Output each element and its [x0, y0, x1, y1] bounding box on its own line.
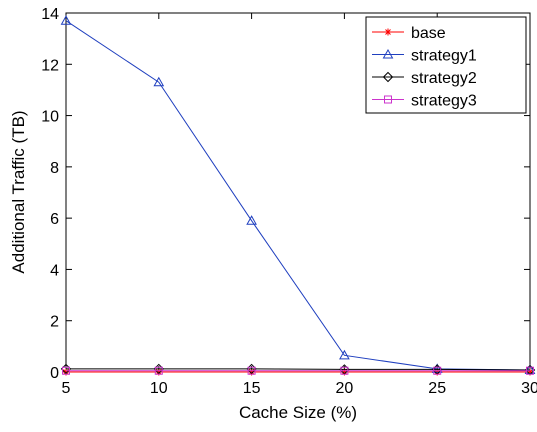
series-group	[60, 15, 536, 376]
x-tick-label: 5	[62, 380, 71, 397]
axis-ticks: 5 10 15 20 25 30 0 2 4 6 8 10 12 14	[41, 6, 537, 397]
legend-box	[365, 16, 527, 114]
data-point	[339, 349, 350, 360]
y-axis-label: Additional Traffic (TB)	[9, 110, 28, 273]
y-tick-label: 6	[50, 211, 59, 228]
data-point	[340, 368, 348, 376]
x-tick-label: 10	[150, 380, 168, 397]
x-tick-label: 20	[336, 380, 354, 397]
data-point	[247, 366, 256, 375]
y-tick-label: 2	[50, 314, 59, 331]
data-point	[340, 366, 349, 375]
data-point	[433, 366, 442, 375]
y-tick-label: 14	[41, 6, 59, 23]
series-base	[62, 368, 534, 376]
legend-label: strategy1	[411, 48, 477, 65]
y-tick-label: 0	[50, 365, 59, 382]
data-point	[62, 368, 70, 376]
legend-marker	[382, 71, 394, 83]
data-point	[62, 366, 70, 375]
legend-marker	[382, 48, 394, 59]
data-point	[526, 366, 534, 375]
x-tick-label: 30	[521, 380, 537, 397]
legend-item: strategy1	[372, 48, 477, 65]
legend-item: base	[372, 25, 446, 42]
data-point	[246, 215, 257, 225]
data-point	[155, 368, 163, 376]
legend-label: strategy2	[411, 70, 477, 87]
y-tick-label: 4	[50, 262, 59, 279]
legend-item: strategy3	[372, 93, 477, 110]
data-point	[248, 368, 256, 376]
y-tick-label: 8	[50, 160, 59, 177]
data-point	[153, 76, 165, 87]
data-point	[431, 363, 443, 373]
legend-label: base	[411, 25, 446, 42]
x-tick-label: 25	[428, 380, 446, 397]
y-tick-label: 12	[41, 57, 59, 74]
y-tick-label: 10	[41, 109, 59, 126]
x-tick-label: 15	[243, 380, 261, 397]
legend-item: strategy2	[372, 70, 477, 87]
series-strategy3	[62, 366, 534, 375]
x-axis-label: Cache Size (%)	[239, 403, 357, 422]
legend-marker	[384, 28, 392, 36]
legend: base strategy1 strategy2 strategy3	[365, 16, 527, 114]
data-point	[526, 368, 534, 376]
data-point	[60, 15, 72, 25]
legend-marker	[384, 95, 392, 104]
legend-label: strategy3	[411, 93, 477, 110]
series-line	[66, 368, 531, 371]
data-point	[154, 366, 163, 375]
